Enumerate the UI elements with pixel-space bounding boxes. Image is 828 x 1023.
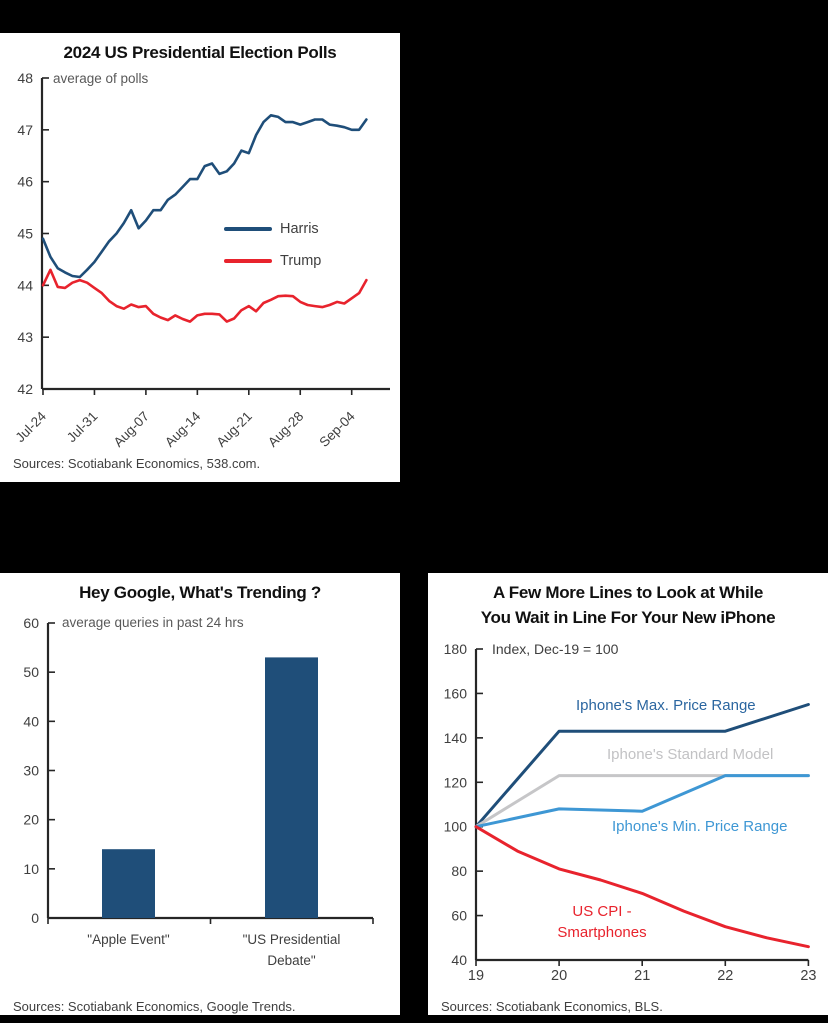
y-tick-label: 120 — [444, 774, 468, 790]
y-tick-label: 42 — [17, 381, 33, 397]
trending-chart-panel: 0 10 20 30 40 50 60 Hey Google, What's Trendin… — [0, 573, 400, 1015]
x-tick-label: Jul-24 — [13, 408, 50, 445]
x-tick-label: Aug-28 — [265, 409, 306, 450]
y-tick-label: 47 — [17, 122, 33, 138]
standard-model-label: Iphone's Standard Model — [607, 746, 774, 763]
harris-legend-swatch — [224, 227, 272, 231]
us-cpi-smartphones-label: US CPI - Smartphones — [534, 901, 670, 943]
min-price-range-label: Iphone's Min. Price Range — [612, 818, 788, 835]
us-cpi-label-line1: US CPI - — [572, 903, 632, 920]
y-tick-label: 44 — [17, 277, 33, 293]
x-tick-label: Aug-21 — [214, 409, 255, 450]
y-tick-label: 80 — [451, 863, 467, 879]
y-tick-label: 40 — [451, 952, 467, 968]
y-tick-label: 48 — [17, 70, 33, 86]
trending-chart-subtitle: average queries in past 24 hrs — [62, 615, 244, 630]
x-tick-label: 23 — [800, 968, 816, 984]
iphone-chart-title-line1: A Few More Lines to Look at While — [493, 583, 763, 602]
x-tick-label: Jul-31 — [64, 409, 101, 446]
y-tick-label: 0 — [31, 910, 39, 926]
polls-chart-panel: 42 43 44 45 46 47 48 Jul-24 Jul-31 Aug-07 Aug-14 Au… — [0, 33, 400, 482]
iphone-chart-source: Sources: Scotiabank Economics, BLS. — [441, 999, 663, 1014]
trending-chart-title: Hey Google, What's Trending ? — [79, 583, 321, 602]
harris-line — [41, 114, 368, 279]
iphone-chart-svg: 40 60 80 100 120 140 160 180 19 20 21 22 23 — [444, 641, 817, 984]
trending-chart-source: Sources: Scotiabank Economics, Google Tr… — [13, 999, 296, 1014]
polls-chart-source: Sources: Scotiabank Economics, 538.com. — [13, 456, 261, 471]
y-tick-label: 180 — [444, 641, 468, 657]
x-tick-label: 20 — [551, 968, 567, 984]
y-tick-label: 160 — [444, 685, 468, 701]
y-tick-label: 40 — [23, 713, 39, 729]
trending-chart-svg: 0 10 20 30 40 50 60 — [23, 615, 374, 926]
y-tick-label: 50 — [23, 664, 39, 680]
x-tick-label: Aug-14 — [162, 408, 204, 450]
x-tick-label: 19 — [468, 968, 484, 984]
iphone-s-min-price-range-line — [474, 774, 810, 829]
iphone-chart-title-line2: You Wait in Line For Your New iPhone — [480, 607, 776, 627]
us-cpi-smartphones-line — [474, 825, 810, 949]
category-label-apple-event: "Apple Event" — [87, 932, 170, 947]
iphone-chart-subtitle: Index, Dec-19 = 100 — [492, 641, 619, 657]
y-tick-label: 43 — [17, 329, 33, 345]
x-tick-label: 21 — [634, 968, 650, 984]
bar-apple-event — [102, 849, 155, 918]
y-tick-label: 30 — [23, 763, 39, 779]
trump-legend-label: Trump — [280, 253, 322, 269]
polls-chart-title: 2024 US Presidential Election Polls — [63, 43, 337, 62]
category-label-us-presidential-debate: "US Presidential Debate" — [242, 932, 341, 968]
x-tick-label: Sep-04 — [316, 408, 358, 450]
y-tick-label: 60 — [451, 908, 467, 924]
x-tick-label: 22 — [717, 968, 733, 984]
y-tick-label: 140 — [444, 730, 468, 746]
y-tick-label: 100 — [444, 819, 468, 835]
harris-legend-label: Harris — [280, 221, 319, 237]
y-tick-label: 46 — [17, 174, 33, 190]
iphone-s-max-price-range-line — [474, 703, 810, 829]
bar-us-presidential-debate — [265, 657, 318, 918]
trump-line — [41, 268, 368, 323]
legend-item-harris: Harris — [224, 221, 319, 237]
y-tick-label: 60 — [23, 615, 39, 631]
trump-legend-swatch — [224, 259, 272, 263]
iphone-chart-title: A Few More Lines to Look at While You Wa… — [428, 581, 828, 630]
max-price-range-label: Iphone's Max. Price Range — [576, 697, 756, 714]
y-tick-label: 20 — [23, 812, 39, 828]
iphone-chart-panel: 40 60 80 100 120 140 160 180 19 20 21 22 23 A Few Mo… — [428, 573, 828, 1015]
y-tick-label: 45 — [17, 226, 33, 242]
y-tick-label: 10 — [23, 861, 39, 877]
x-tick-label: Aug-07 — [111, 409, 152, 450]
us-cpi-label-line2: Smartphones — [557, 924, 647, 941]
legend-item-trump: Trump — [224, 253, 321, 269]
polls-chart-subtitle: average of polls — [53, 71, 149, 86]
